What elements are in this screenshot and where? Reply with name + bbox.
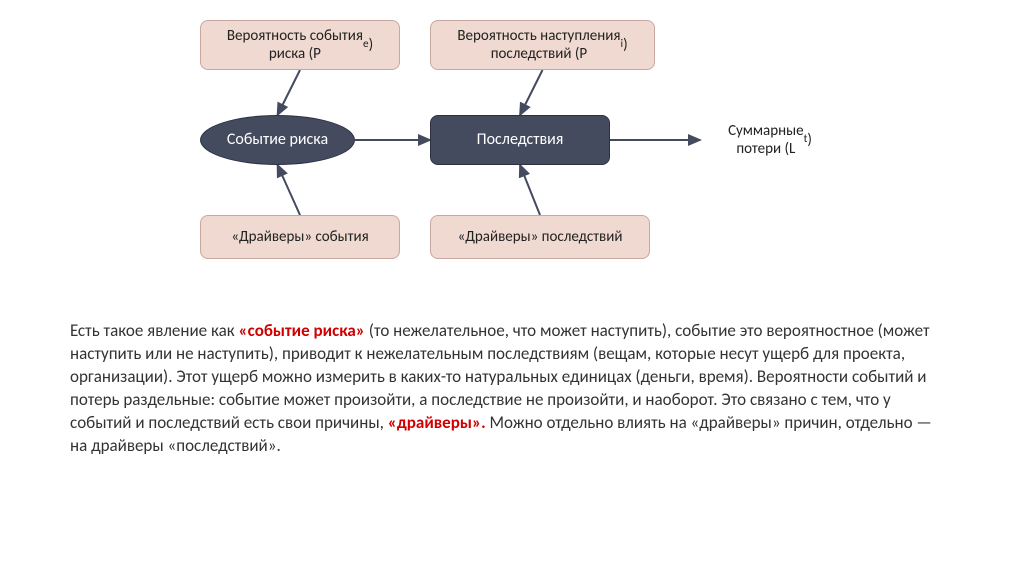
- edge-bottom_right-center_right: [520, 165, 540, 215]
- node-bottom_right: «Драйверы» последствий: [430, 215, 650, 259]
- description-paragraph: Есть такое явление как «событие риска» (…: [70, 320, 950, 458]
- node-top_right: Вероятность наступленияпоследствий (Pi): [430, 20, 655, 70]
- edge-top_left-center_left: [278, 70, 301, 115]
- risk-diagram: Вероятность событияриска (Pe) Вероятность…: [0, 0, 1024, 300]
- edge-bottom_left-center_left: [278, 165, 301, 215]
- node-bottom_left: «Драйверы» события: [200, 215, 400, 259]
- node-center_left: Событие риска: [200, 115, 355, 165]
- node-losses: Суммарныепотери (Lt): [700, 115, 840, 165]
- node-center_right: Последствия: [430, 115, 610, 165]
- edge-top_right-center_right: [520, 70, 543, 115]
- node-top_left: Вероятность событияриска (Pe): [200, 20, 400, 70]
